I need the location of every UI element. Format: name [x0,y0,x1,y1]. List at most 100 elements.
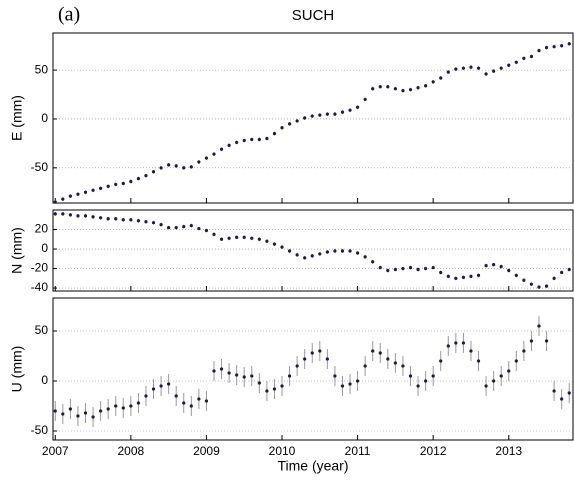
data-point [408,88,413,92]
y-tick-label: 0 [41,373,48,387]
data-point [348,108,352,112]
data-point [469,274,473,278]
data-point [76,192,80,196]
data-point [325,112,329,116]
data-point [348,249,352,253]
data-point [507,63,511,67]
data-point [174,225,178,230]
data-point [136,401,141,405]
data-point [310,351,314,355]
data-point [416,86,420,90]
data-point [484,72,488,76]
data-point [424,84,428,88]
x-tick-label: 2008 [117,444,144,458]
data-point [174,394,178,398]
data-point [144,220,148,224]
data-point [235,235,239,239]
data-point [257,137,261,142]
y-tick-label: -40 [31,280,49,294]
data-point [280,384,284,388]
data-point [99,216,103,220]
data-point [522,278,526,282]
data-point [250,137,254,142]
data-point [431,80,435,84]
data-point [129,404,133,408]
data-point [136,219,141,223]
data-point [303,116,307,120]
data-point [567,42,571,46]
data-point [114,404,118,408]
data-point [242,375,246,379]
x-tick-label: 2012 [420,444,447,458]
data-point [91,215,95,219]
data-point [182,166,186,170]
data-point [537,48,541,53]
data-point [552,276,556,280]
data-point [333,374,337,378]
data-point [151,387,156,391]
data-point [378,265,382,270]
data-point [53,200,57,204]
data-point [61,412,65,416]
data-point [499,374,503,378]
data-point [287,374,292,378]
data-point [68,213,72,217]
data-point [265,136,269,141]
data-point [287,249,292,253]
data-point [431,265,435,270]
data-point [529,54,534,59]
data-point [167,163,171,167]
data-point [76,214,80,218]
data-point [272,242,277,246]
data-point [492,379,496,383]
data-point [242,138,246,143]
data-point [567,391,571,395]
y-tick-label: 50 [35,323,49,337]
data-point [189,165,193,169]
y-axis-label: E (mm) [9,95,25,141]
y-tick-label: 20 [35,222,49,236]
x-tick-label: 2007 [42,444,69,458]
data-point [136,176,141,181]
data-point [401,364,405,368]
data-point [424,266,428,271]
x-tick-label: 2009 [193,444,220,458]
data-point [507,369,511,373]
data-point [99,409,103,413]
data-point [310,254,314,258]
data-point [560,44,564,48]
data-point [333,112,337,116]
data-point [197,226,201,231]
data-point [106,184,110,188]
data-point [235,140,239,145]
data-point [83,214,88,218]
data-point [76,414,80,418]
data-point [159,384,163,388]
data-point [204,156,209,160]
data-point [318,349,322,353]
data-point [151,221,156,225]
data-point [197,397,201,401]
data-point [454,276,458,280]
y-axis-label: N (mm) [9,227,25,274]
data-point [318,113,322,117]
data-point [446,70,450,74]
data-point [144,394,148,398]
data-point [257,237,261,241]
chart-title: SUCH [292,7,335,24]
data-point [99,186,103,190]
data-point [189,224,193,228]
data-point [121,218,125,222]
data-point [325,357,329,361]
data-point [114,182,118,187]
data-point [393,361,397,365]
data-point [159,223,163,227]
data-point [514,273,518,277]
data-point [272,387,277,391]
data-point [227,371,231,375]
x-axis-label: Time (year) [277,458,348,474]
data-point [106,407,110,411]
data-point [492,263,496,267]
data-point [469,65,473,69]
